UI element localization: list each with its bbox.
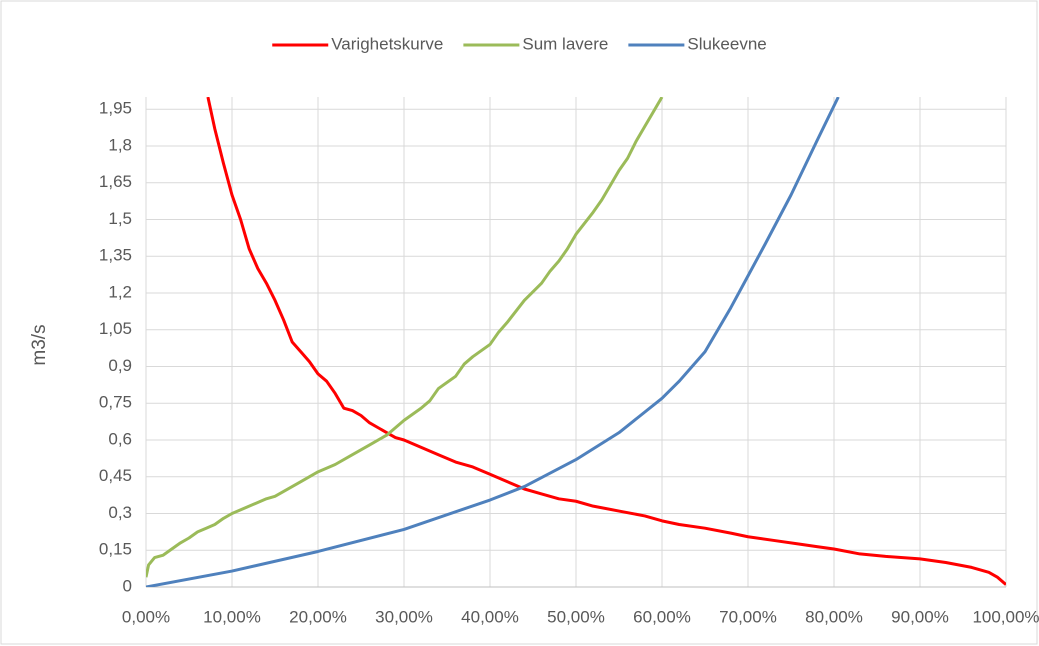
x-tick-label: 30,00% xyxy=(375,607,433,626)
y-tick-label: 1,65 xyxy=(99,172,132,191)
legend-label: Slukeevne xyxy=(687,34,766,53)
legend-label: Varighetskurve xyxy=(331,34,443,53)
x-tick-label: 70,00% xyxy=(719,607,777,626)
x-tick-label: 80,00% xyxy=(805,607,863,626)
y-tick-label: 1,2 xyxy=(108,282,132,301)
y-axis-label: m3/s xyxy=(29,324,50,365)
y-tick-label: 1,05 xyxy=(99,319,132,338)
y-tick-label: 0,15 xyxy=(99,540,132,559)
y-tick-label: 1,8 xyxy=(108,135,132,154)
series-line xyxy=(146,97,664,578)
y-tick-label: 0 xyxy=(123,576,132,595)
x-tick-label: 60,00% xyxy=(633,607,691,626)
series-line xyxy=(206,97,1006,586)
y-tick-label: 1,35 xyxy=(99,246,132,265)
y-tick-label: 1,95 xyxy=(99,99,132,118)
plot-lines xyxy=(146,97,1006,587)
x-tick-label: 20,00% xyxy=(289,607,347,626)
x-tick-label: 100,00% xyxy=(972,607,1039,626)
x-tick-label: 10,00% xyxy=(203,607,261,626)
x-tick-label: 40,00% xyxy=(461,607,519,626)
x-tick-label: 0,00% xyxy=(122,607,170,626)
series-line xyxy=(146,97,840,587)
x-tick-label: 90,00% xyxy=(891,607,949,626)
x-tick-label: 50,00% xyxy=(547,607,605,626)
y-tick-label: 1,5 xyxy=(108,209,132,228)
y-tick-label: 0,45 xyxy=(99,466,132,485)
y-tick-label: 0,75 xyxy=(99,393,132,412)
y-tick-label: 0,6 xyxy=(108,429,132,448)
legend-label: Sum lavere xyxy=(522,34,608,53)
y-tick-label: 0,9 xyxy=(108,356,132,375)
y-tick-label: 0,3 xyxy=(108,503,132,522)
